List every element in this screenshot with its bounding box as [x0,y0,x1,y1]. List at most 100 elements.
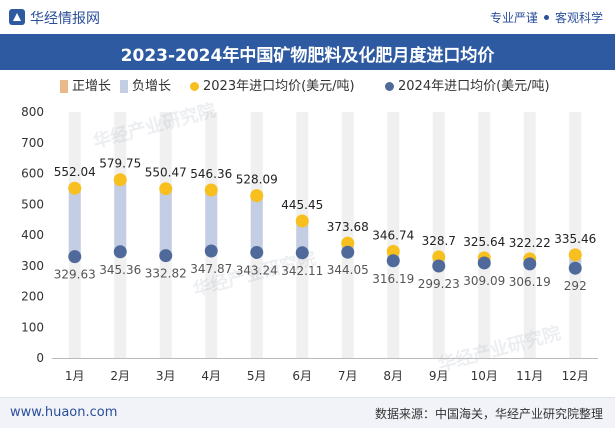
point-2024 [477,256,491,270]
point-2024 [341,245,355,259]
label-2024: 345.36 [99,263,141,277]
y-tick-label: 700 [21,136,44,150]
point-2024 [568,261,582,275]
change-bars [68,179,582,269]
point-2023 [341,236,355,250]
logo-icon [9,9,25,25]
label-2023: 445.45 [281,198,323,212]
label-2023: 335.46 [554,232,596,246]
point-2023 [68,181,82,195]
chart-title: 2023-2024年中国矿物肥料及化肥月度进口均价 [120,46,495,66]
x-tick-label: 11月 [516,369,543,383]
watermark-text: 华经产业研究院 [436,322,563,376]
grid-band [478,112,491,358]
chart-legend: 正增长 负增长 2023年进口均价(美元/吨) 2024年进口均价(美元/吨) [0,72,615,96]
grid-band [569,112,582,358]
y-tick-label: 500 [21,197,44,211]
x-tick-label: 2月 [110,369,130,383]
point-2023 [204,183,218,197]
x-tick-label: 8月 [383,369,403,383]
legend-label-positive: 正增长 [72,79,112,94]
label-2024: 343.24 [236,263,278,277]
point-2024 [113,245,127,259]
negative-change-bar [68,188,81,257]
x-tick-label: 12月 [562,369,589,383]
y-tick-label: 200 [21,290,44,304]
label-2023: 328.7 [422,234,456,248]
label-2024: 306.19 [509,275,551,289]
negative-change-bar [296,221,309,253]
y-tick-label: 400 [21,228,44,242]
footer-source: 数据来源：中国海关，华经产业研究院整理 [374,407,603,421]
x-tick-label: 10月 [471,369,498,383]
legend-item-positive: 正增长 [60,75,111,94]
label-2024: 309.09 [463,274,505,288]
point-2024 [523,257,537,271]
x-axis: 1月 2月 3月 4月 5月 6月 7月 8月 9月 10月 11月 12月 [52,358,598,383]
point-2024 [68,250,82,264]
watermark-text: 华经产业研究院 [91,99,218,153]
slogan-right: 客观科学 [554,11,603,25]
legend-label-2024: 2024年进口均价(美元/吨) [398,79,550,94]
label-2023: 546.36 [190,167,232,181]
label-2023: 325.64 [463,235,505,249]
legend-item-2023: 2023年进口均价(美元/吨) [190,75,355,94]
slogan: 专业严谨 客观科学 [490,9,603,26]
label-2024: 344.05 [327,263,369,277]
title-bar: 2023-2024年中国矿物肥料及化肥月度进口均价 [0,34,615,70]
legend-item-2024: 2024年进口均价(美元/吨) [385,75,550,94]
label-2024: 329.63 [54,268,96,282]
point-2023 [386,244,400,258]
label-2023: 346.74 [372,228,414,242]
point-2024 [250,245,264,259]
legend-label-negative: 负增长 [132,79,172,94]
point-2023 [250,189,264,203]
point-2023 [432,250,446,264]
label-2024: 299.23 [418,277,460,291]
x-tick-label: 3月 [156,369,176,383]
x-tick-label: 7月 [338,369,358,383]
grid-band [341,112,354,358]
label-2023: 552.04 [54,165,96,179]
grid-band [432,112,445,358]
negative-change-bar [250,195,263,253]
label-2023: 373.68 [327,220,369,234]
x-tick-label: 9月 [429,369,449,383]
label-2024: 342.11 [281,264,323,278]
x-tick-label: 5月 [247,369,267,383]
x-tick-label: 1月 [65,369,85,383]
slogan-left: 专业严谨 [489,11,538,25]
y-tick-label: 300 [21,259,44,273]
label-2024: 347.87 [190,262,232,276]
top-bar: 华经情报网 专业严谨 客观科学 [0,0,615,34]
point-2024 [204,244,218,258]
legend-swatch-negative [120,80,128,93]
y-tick-label: 0 [36,351,44,365]
y-axis: 0 100 200 300 400 500 600 700 800 [21,105,44,365]
x-tick-label: 6月 [292,369,312,383]
point-2024 [386,254,400,268]
point-2024 [159,249,173,263]
point-2023 [159,182,173,196]
y-tick-label: 600 [21,167,44,181]
negative-change-bar [205,189,218,252]
point-2023 [295,214,309,228]
label-2023: 550.47 [145,166,187,180]
slogan-dot-icon [543,15,549,20]
legend-item-negative: 负增长 [120,75,171,94]
data-points [68,173,582,275]
grid-band [387,112,400,358]
negative-change-bar [159,188,172,256]
x-tick-label: 4月 [201,369,221,383]
point-2023 [568,248,582,262]
legend-swatch-2024 [385,82,394,91]
brand-name: 华经情报网 [30,11,100,27]
y-tick-label: 800 [21,105,44,119]
label-2023: 322.22 [509,236,551,250]
legend-label-2023: 2023年进口均价(美元/吨) [203,79,355,94]
data-labels: 552.04 329.63 579.75 345.36 550.47 332.82 546.… [54,157,597,293]
legend-swatch-positive [60,80,68,93]
point-2023 [113,173,127,187]
negative-change-bar [114,179,127,252]
label-2023: 528.09 [236,173,278,187]
